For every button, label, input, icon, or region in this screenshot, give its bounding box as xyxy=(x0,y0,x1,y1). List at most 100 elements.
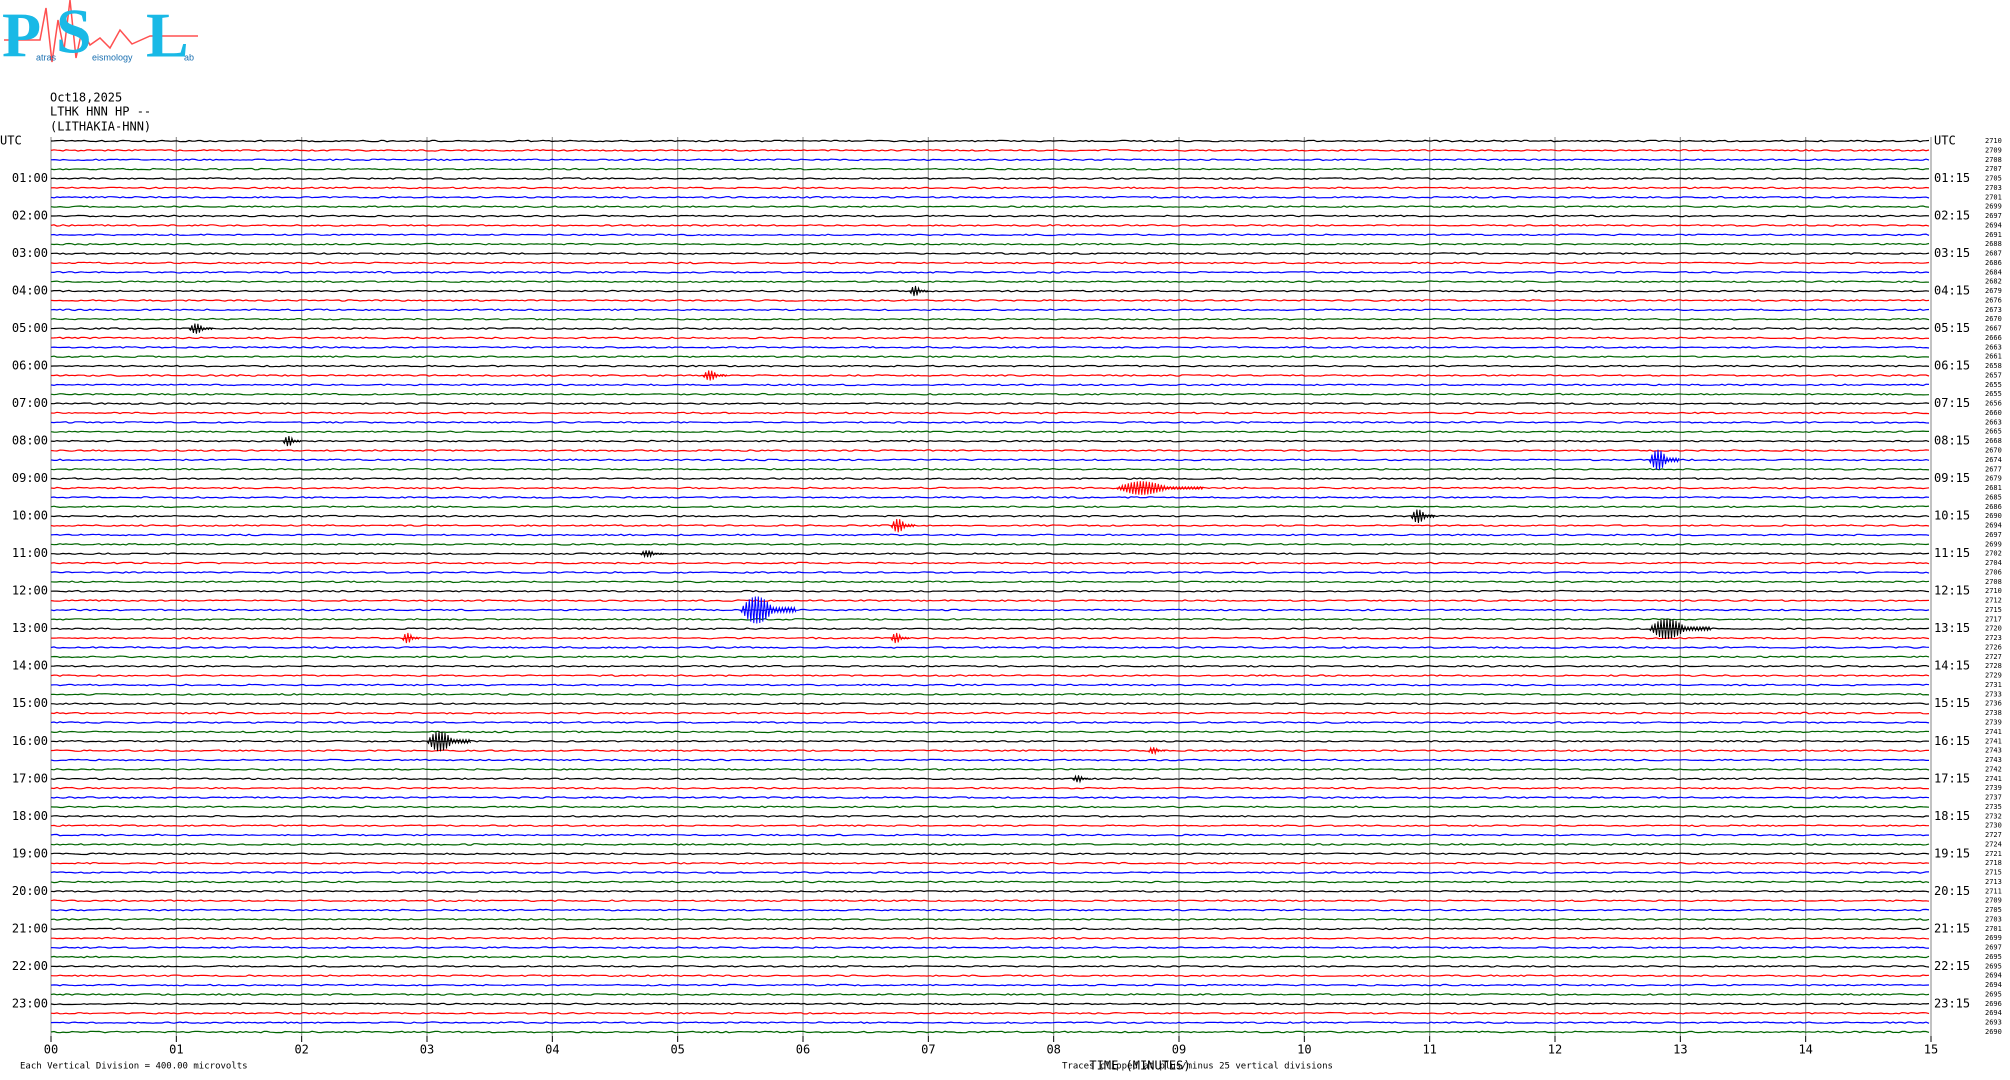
trace xyxy=(50,721,1930,724)
trace-label: 2679 xyxy=(1985,287,2002,295)
trace xyxy=(50,861,1930,865)
left-time-label: 13:00 xyxy=(12,621,48,635)
trace xyxy=(50,477,1930,480)
trace-label: 2715 xyxy=(1985,869,2002,877)
trace-label: 2695 xyxy=(1985,953,2002,961)
seismic-event xyxy=(890,632,910,644)
x-tick-label: 11 xyxy=(1422,1043,1436,1057)
trace xyxy=(50,965,1930,968)
trace xyxy=(50,814,1930,818)
trace xyxy=(50,317,1930,321)
trace xyxy=(50,843,1930,846)
trace-label: 2694 xyxy=(1985,522,2002,530)
seismic-event xyxy=(426,731,471,752)
trace-label: 2703 xyxy=(1985,915,2002,923)
trace-label: 2697 xyxy=(1985,944,2002,952)
trace-label: 2677 xyxy=(1985,465,2002,473)
trace-label: 2712 xyxy=(1985,597,2002,605)
trace-label: 2705 xyxy=(1985,175,2002,183)
trace-label: 2743 xyxy=(1985,756,2002,764)
trace xyxy=(50,871,1929,874)
trace xyxy=(50,458,1930,462)
trace-label: 2661 xyxy=(1985,353,2002,361)
trace xyxy=(50,233,1930,237)
trace-label: 2717 xyxy=(1985,615,2002,623)
trace-label: 2720 xyxy=(1985,625,2002,633)
left-time-label: 20:00 xyxy=(12,884,48,898)
right-time-label: 11:15 xyxy=(1934,546,1970,560)
header-site: (LITHAKIA-HNN) xyxy=(50,120,151,134)
trace xyxy=(50,449,1930,452)
left-time-label: 19:00 xyxy=(12,846,48,860)
trace xyxy=(50,758,1929,762)
trace-label: 2742 xyxy=(1985,765,2002,773)
trace-label: 2733 xyxy=(1985,690,2002,698)
trace xyxy=(50,224,1930,227)
trace-label: 2682 xyxy=(1985,278,2002,286)
left-time-label: 23:00 xyxy=(12,996,48,1010)
trace-label: 2706 xyxy=(1985,568,2002,576)
trace xyxy=(50,533,1930,537)
right-time-label: 03:15 xyxy=(1934,246,1970,260)
trace-label: 2684 xyxy=(1985,268,2002,276)
right-time-label: 17:15 xyxy=(1934,771,1970,785)
trace-label: 2699 xyxy=(1985,203,2002,211)
left-time-label: UTC xyxy=(0,134,22,148)
right-time-label: 12:15 xyxy=(1934,584,1970,598)
trace-label: 2690 xyxy=(1985,1028,2002,1036)
seismic-event xyxy=(702,370,728,381)
x-tick-label: 08 xyxy=(1046,1043,1060,1057)
x-tick-label: 03 xyxy=(420,1043,434,1057)
trace xyxy=(51,908,1930,912)
trace xyxy=(50,167,1930,171)
trace xyxy=(50,1030,1930,1034)
trace-label: 2728 xyxy=(1985,662,2002,670)
trace-label: 2694 xyxy=(1985,972,2002,980)
trace xyxy=(50,993,1930,996)
trace xyxy=(50,1021,1930,1024)
x-axis-label: TIME (MINUTES) xyxy=(1089,1059,1190,1073)
seismic-event xyxy=(739,596,797,624)
seismic-event xyxy=(1115,481,1204,495)
trace xyxy=(50,580,1930,584)
seismic-event xyxy=(401,632,421,644)
trace xyxy=(50,918,1930,921)
trace xyxy=(50,486,1930,490)
trace xyxy=(51,214,1930,218)
right-time-label: 20:15 xyxy=(1934,884,1970,898)
logo: P S L atras eismology ab xyxy=(2,0,198,71)
trace xyxy=(50,889,1930,893)
trace xyxy=(50,345,1930,349)
trace-label: 2727 xyxy=(1985,831,2002,839)
header-date: Oct18,2025 xyxy=(50,91,122,105)
trace-label: 2705 xyxy=(1985,906,2002,914)
trace-label: 2723 xyxy=(1985,634,2002,642)
x-tick-label: 00 xyxy=(44,1043,58,1057)
trace xyxy=(50,927,1930,931)
trace-label: 2736 xyxy=(1985,700,2002,708)
left-time-label: 07:00 xyxy=(12,396,48,410)
trace-label: 2743 xyxy=(1985,747,2002,755)
trace-label: 2681 xyxy=(1985,484,2002,492)
seismic-event xyxy=(639,550,665,559)
trace xyxy=(50,561,1930,565)
x-tick-label: 14 xyxy=(1798,1043,1812,1057)
trace xyxy=(50,430,1929,434)
trace-label: 2735 xyxy=(1985,803,2002,811)
trace-label: 2658 xyxy=(1985,362,2002,370)
trace xyxy=(50,195,1930,199)
trace xyxy=(50,739,1930,743)
right-time-label: 08:15 xyxy=(1934,434,1970,448)
trace-label: 2665 xyxy=(1985,428,2002,436)
trace-label: 2663 xyxy=(1985,418,2002,426)
x-tick-label: 13 xyxy=(1673,1043,1687,1057)
trace xyxy=(50,702,1930,706)
trace xyxy=(50,655,1930,659)
trace xyxy=(50,852,1930,856)
clip-note: Traces clipped at plus/minus 25 vertical… xyxy=(1062,1062,1333,1072)
left-time-label: 18:00 xyxy=(12,809,48,823)
trace xyxy=(50,496,1930,499)
x-tick-label: 09 xyxy=(1172,1043,1186,1057)
right-time-label: 09:15 xyxy=(1934,471,1970,485)
